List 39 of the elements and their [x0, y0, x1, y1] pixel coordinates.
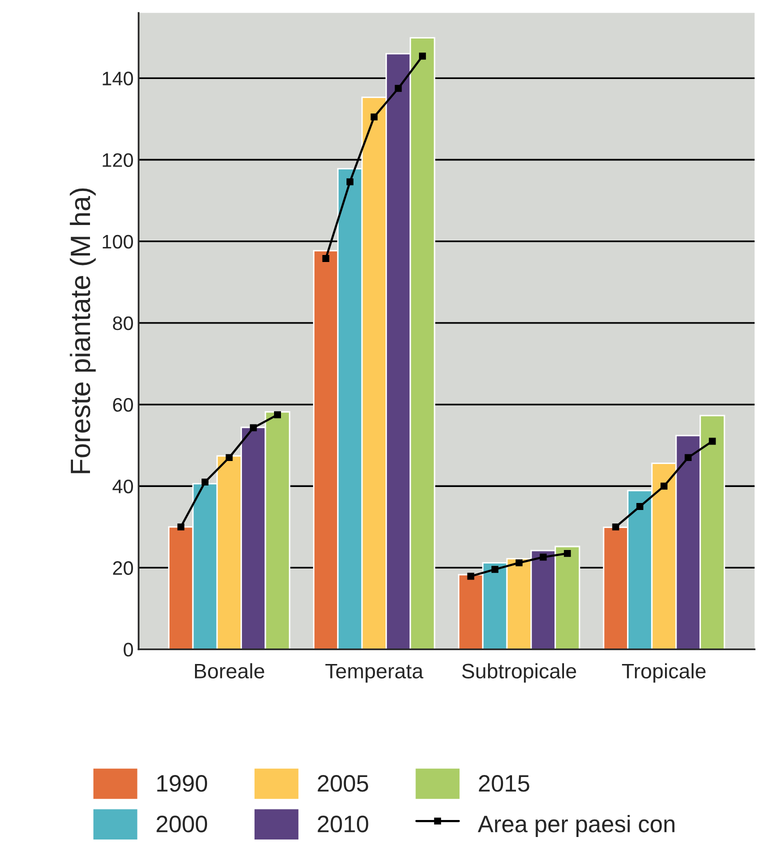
x-tick-label: Tropicale	[622, 663, 706, 683]
point	[516, 559, 523, 566]
point	[418, 52, 426, 60]
y-tick-label: 100	[102, 234, 133, 249]
point	[370, 113, 378, 120]
legend-label: 2000	[156, 816, 208, 832]
point	[636, 503, 644, 510]
y-tick-label: 40	[112, 480, 133, 494]
legend-label: 2015	[478, 775, 530, 792]
point	[467, 572, 474, 580]
y-tick-label: 60	[113, 398, 133, 412]
y-tick-label: 120	[102, 153, 133, 167]
x-tick-label: Boreale	[194, 663, 264, 678]
y-tick-label: 80	[112, 316, 133, 330]
y-tick-label: 140	[102, 72, 133, 86]
point	[708, 438, 716, 445]
legend-label: 2010	[318, 816, 368, 832]
y-axis-title: Foreste piantate (M ha)	[70, 188, 96, 474]
point	[346, 178, 354, 186]
x-tick-label: Subtropicale	[462, 663, 576, 683]
y-tick-label: 20	[113, 561, 133, 575]
legend-label: 2005	[318, 775, 368, 792]
point	[394, 84, 402, 92]
point	[322, 255, 330, 262]
point	[202, 478, 209, 486]
x-tick-label: Temperata	[325, 664, 424, 683]
point	[684, 454, 692, 462]
legend-label: Area per paesi con	[478, 815, 674, 838]
point	[491, 566, 498, 573]
point	[540, 554, 547, 561]
point	[226, 454, 233, 462]
point	[274, 411, 281, 418]
point	[564, 550, 571, 557]
point	[612, 523, 620, 530]
point	[660, 482, 668, 490]
point	[250, 424, 257, 432]
legend-label: 1990	[157, 775, 208, 792]
point	[177, 523, 184, 530]
y-tick-label: 0	[124, 642, 133, 657]
